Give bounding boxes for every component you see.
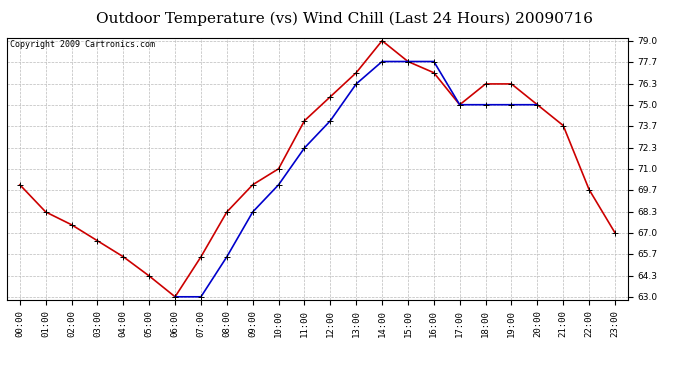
Text: Copyright 2009 Cartronics.com: Copyright 2009 Cartronics.com xyxy=(10,40,155,49)
Text: Outdoor Temperature (vs) Wind Chill (Last 24 Hours) 20090716: Outdoor Temperature (vs) Wind Chill (Las… xyxy=(97,11,593,26)
